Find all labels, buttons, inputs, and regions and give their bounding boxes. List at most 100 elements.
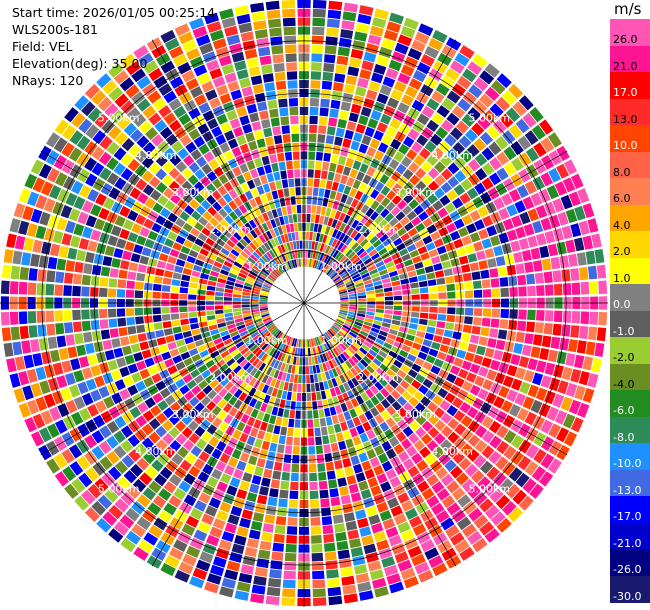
range-gate (142, 487, 157, 501)
range-gate (53, 137, 68, 153)
colorbar-tick-label: 6.0 (613, 192, 631, 205)
range-gate (325, 235, 331, 245)
range-gate (469, 363, 481, 374)
range-gate (347, 288, 356, 293)
range-gate (582, 388, 595, 403)
range-gate (338, 212, 346, 222)
colorbar-cell (610, 496, 650, 523)
range-gate (312, 570, 325, 580)
range-gate (223, 243, 233, 252)
range-gate (251, 475, 262, 485)
range-gate (120, 153, 134, 167)
range-gate (347, 334, 356, 341)
range-gate (328, 369, 335, 379)
range-gate (103, 197, 115, 210)
range-gate (263, 202, 271, 212)
range-gate (233, 399, 243, 410)
range-gate (206, 171, 218, 182)
azimuth-spoke (151, 302, 305, 567)
range-gate (359, 371, 368, 381)
range-gate (286, 345, 291, 355)
range-gate (103, 396, 115, 409)
range-gate (197, 253, 207, 262)
range-gate (427, 279, 437, 287)
range-gate (250, 520, 263, 531)
range-gate (468, 507, 483, 522)
range-gate (261, 342, 269, 351)
range-gate (320, 206, 327, 216)
range-gate (92, 130, 106, 145)
range-gate (313, 418, 320, 428)
range-gate (27, 282, 37, 295)
range-gate (380, 273, 390, 280)
range-gate (458, 226, 469, 238)
range-gate (289, 260, 294, 269)
range-gate (288, 98, 298, 107)
range-gate (353, 463, 363, 474)
ring-label: 3.00km (172, 186, 214, 199)
range-gate (226, 560, 241, 572)
range-gate (519, 381, 531, 395)
range-gate (205, 295, 215, 301)
colorbar-tick-label: 4.0 (613, 218, 631, 232)
range-gate (397, 34, 413, 47)
range-gate (126, 317, 136, 326)
range-gate (351, 219, 360, 229)
range-gate (281, 225, 287, 234)
range-gate (91, 445, 105, 460)
range-gate (484, 63, 500, 78)
range-gate (128, 262, 139, 272)
range-gate (348, 267, 358, 275)
range-gate (12, 250, 23, 265)
range-gate (371, 72, 384, 84)
range-gate (497, 266, 508, 277)
range-gate (544, 230, 556, 244)
range-gate (594, 342, 605, 357)
range-gate (322, 362, 328, 372)
range-gate (495, 135, 509, 150)
range-gate (319, 417, 327, 427)
range-gate (308, 133, 317, 143)
range-gate (250, 299, 259, 302)
range-gate (167, 341, 177, 351)
range-gate (180, 245, 191, 255)
range-gate (309, 472, 318, 482)
range-gate (277, 189, 284, 199)
range-gate (231, 265, 241, 272)
range-gate (228, 272, 238, 279)
range-gate (170, 293, 179, 300)
range-gate (170, 313, 180, 320)
range-gate (234, 283, 244, 288)
range-gate (544, 310, 554, 322)
range-gate (492, 472, 507, 487)
range-gate (319, 107, 329, 117)
range-gate (427, 319, 437, 327)
range-gate (63, 310, 72, 321)
range-gate (230, 330, 239, 338)
range-gate (433, 263, 443, 271)
range-gate (365, 505, 378, 517)
range-gate (446, 480, 460, 494)
range-gate (128, 144, 142, 157)
range-gate (228, 200, 238, 211)
range-gate (152, 283, 162, 292)
range-gate (334, 210, 342, 220)
range-gate (513, 343, 523, 355)
range-gate (168, 547, 184, 560)
range-gate (274, 379, 281, 389)
range-gate (365, 314, 375, 320)
range-gate (478, 260, 488, 270)
range-gate (120, 53, 136, 69)
range-gate (322, 234, 328, 244)
range-gate (110, 482, 125, 497)
range-gate (335, 64, 347, 75)
range-gate (355, 86, 367, 97)
range-gate (242, 310, 251, 315)
colorbar-tick-label: -21.0 (613, 536, 642, 550)
range-gate (351, 273, 361, 280)
range-gate (129, 406, 142, 419)
range-gate (296, 356, 300, 366)
azimuth-spokes (0, 0, 608, 607)
range-gate (553, 228, 564, 242)
range-gate (468, 84, 483, 99)
